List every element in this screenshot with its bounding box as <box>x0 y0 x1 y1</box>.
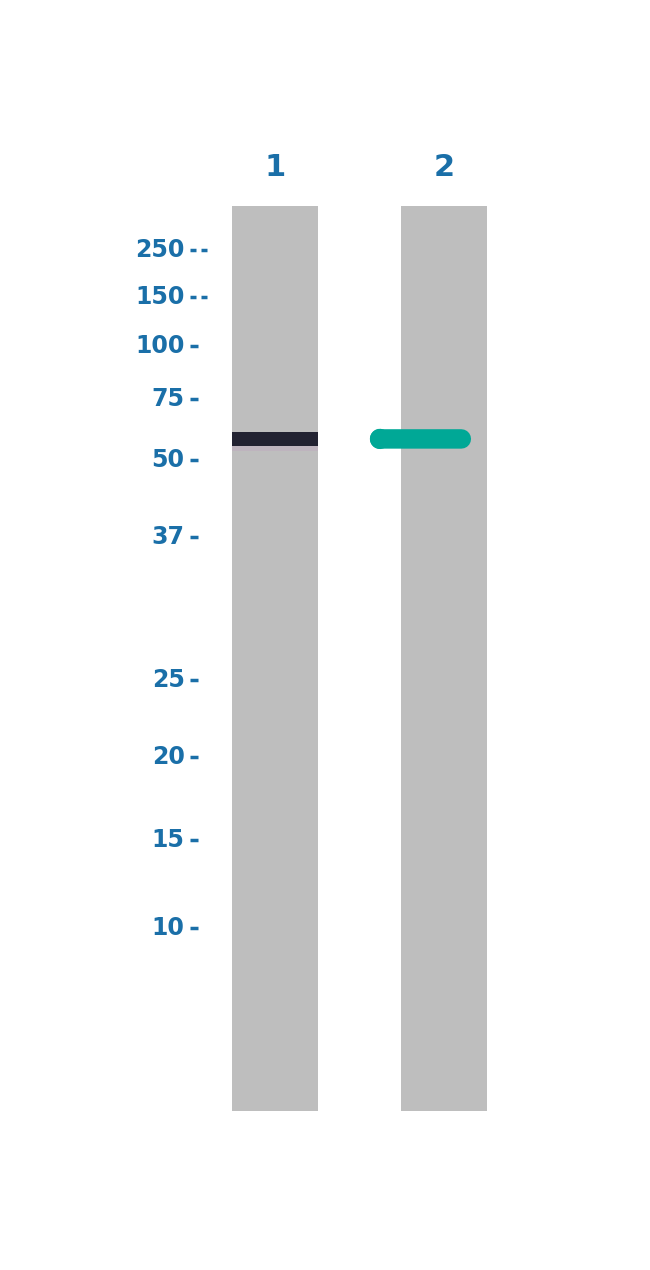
Text: 150: 150 <box>135 286 185 309</box>
Bar <box>233 432 318 446</box>
Bar <box>233 206 318 1111</box>
Text: 75: 75 <box>151 387 185 410</box>
Text: 20: 20 <box>151 744 185 768</box>
Text: 25: 25 <box>151 668 185 692</box>
Text: 50: 50 <box>151 448 185 472</box>
Bar <box>401 206 487 1111</box>
Text: 37: 37 <box>151 525 185 549</box>
Text: 250: 250 <box>135 239 185 262</box>
Text: 15: 15 <box>151 828 185 852</box>
Text: 10: 10 <box>151 916 185 940</box>
Text: 2: 2 <box>434 152 454 182</box>
Text: 100: 100 <box>135 334 185 358</box>
Text: 1: 1 <box>265 152 286 182</box>
Bar <box>233 446 318 451</box>
